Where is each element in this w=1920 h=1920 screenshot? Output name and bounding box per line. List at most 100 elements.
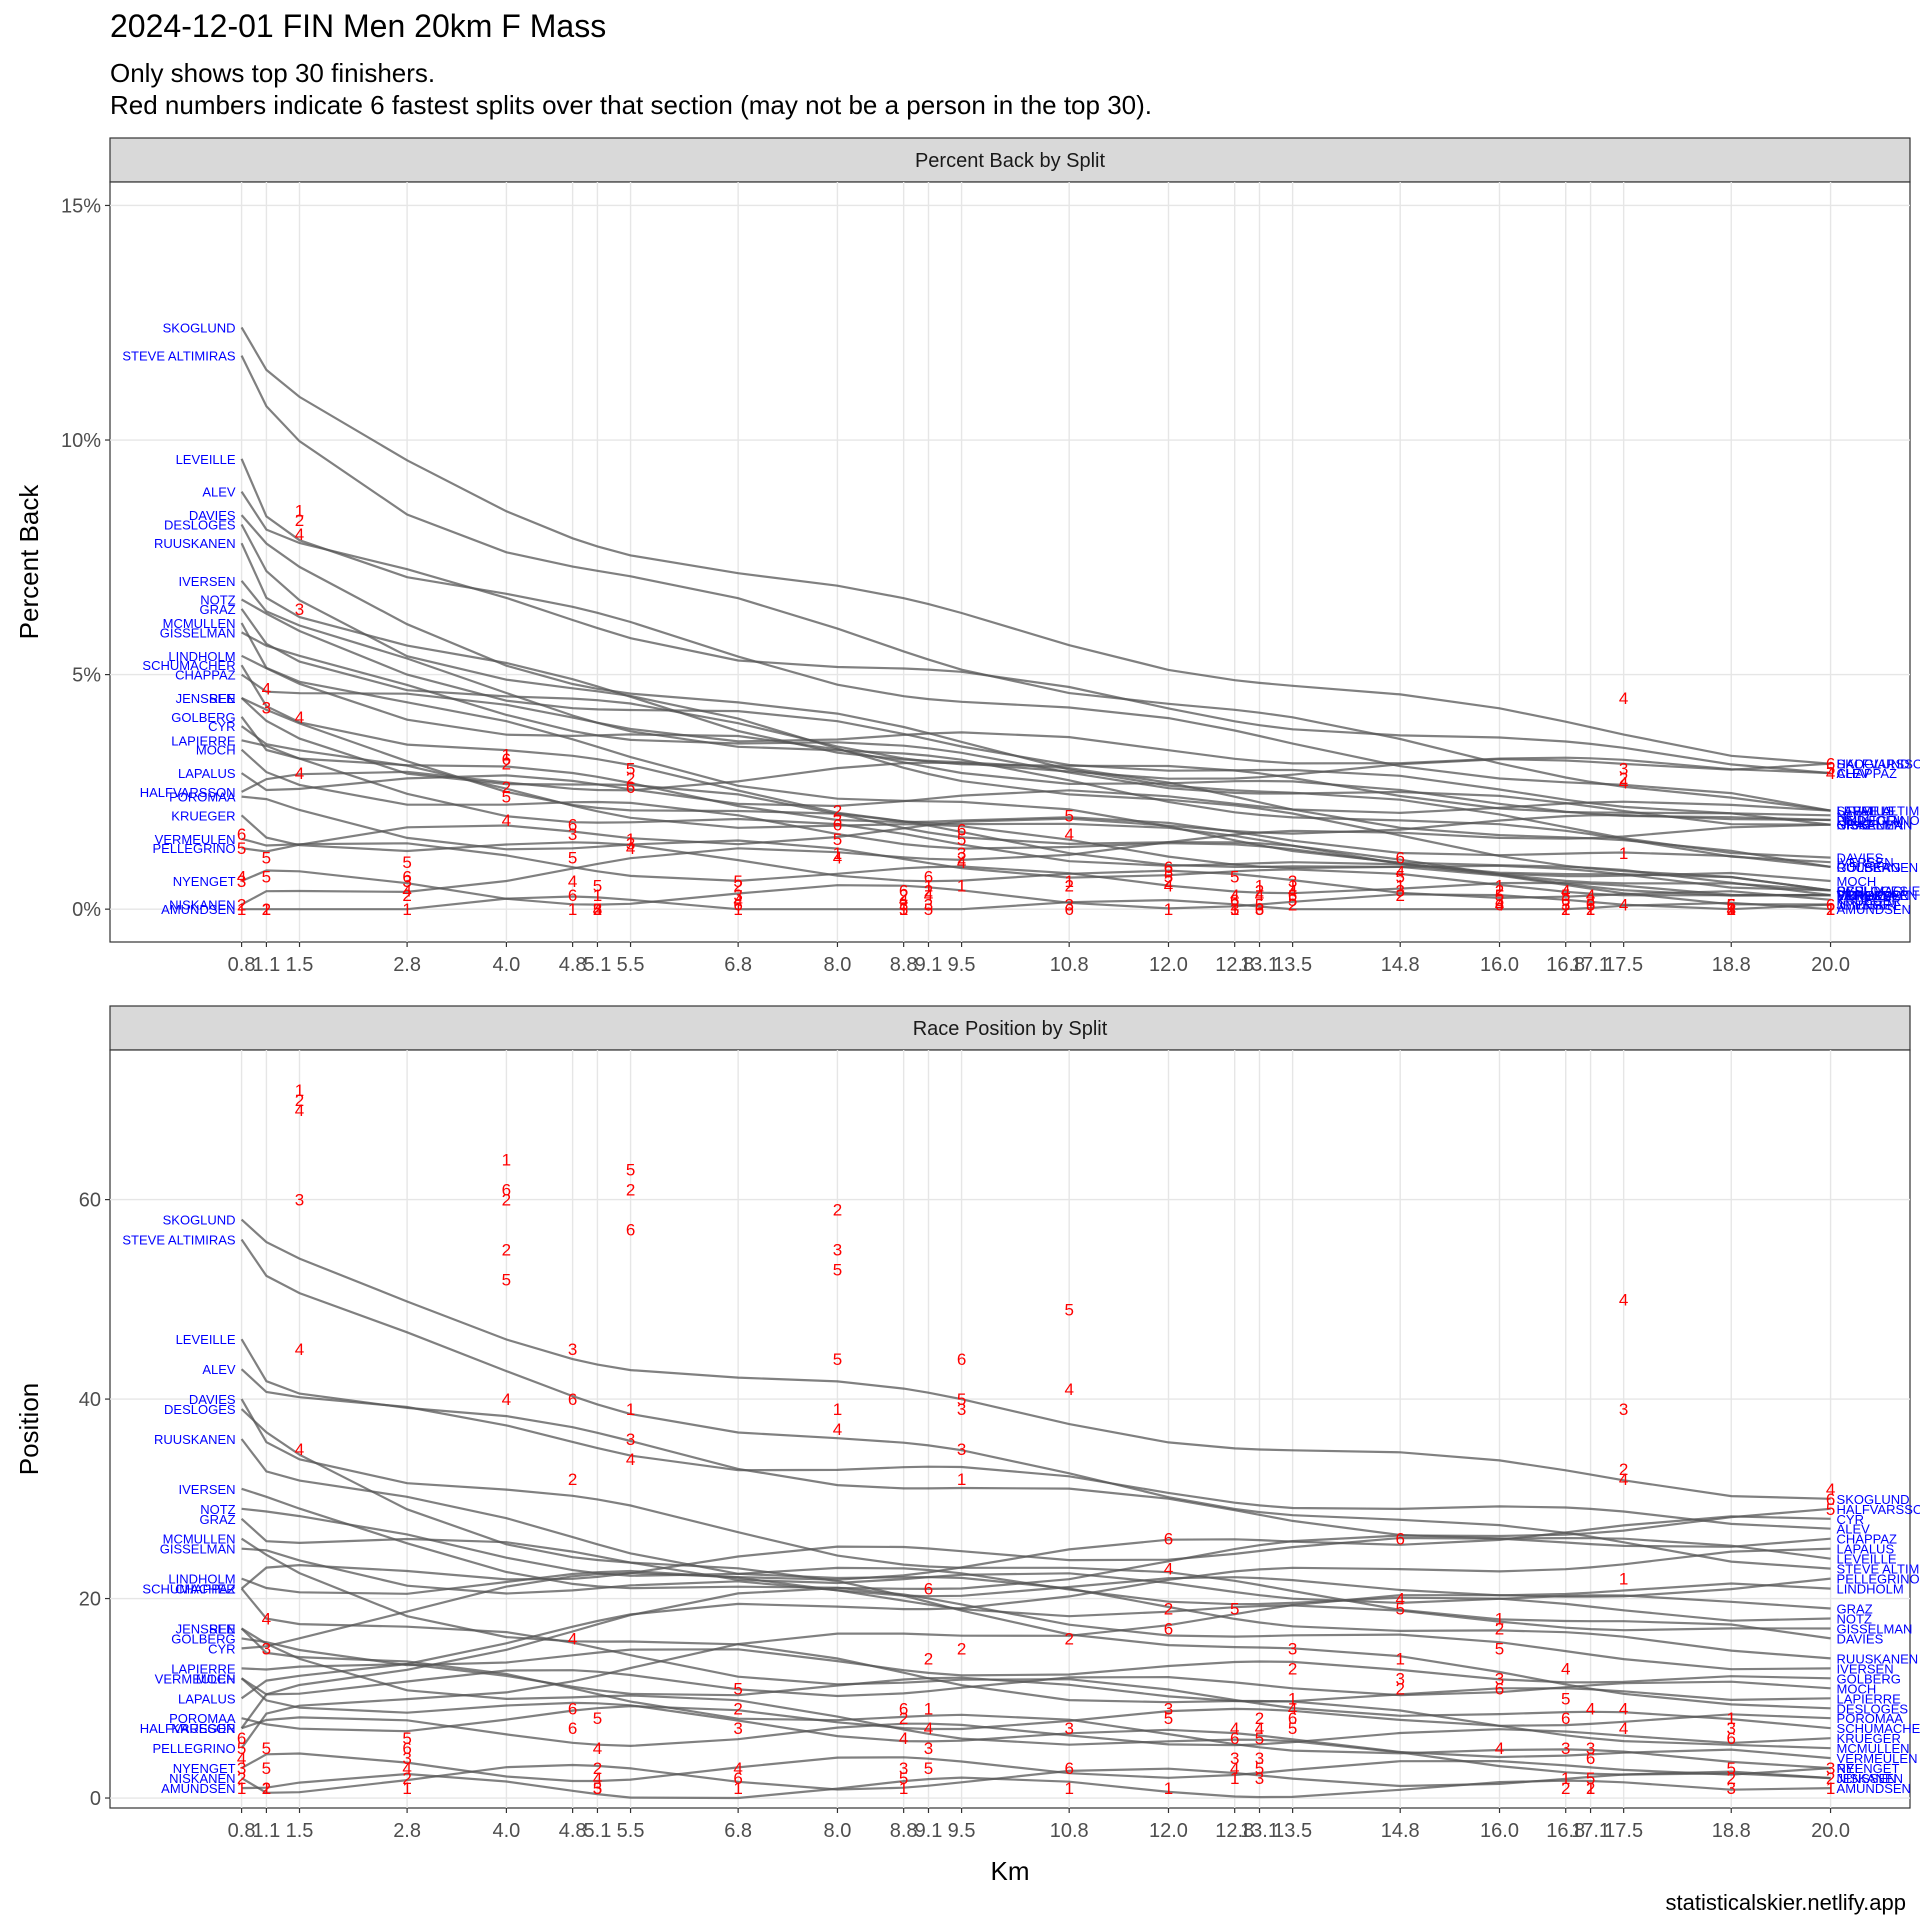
rank-label: 5 bbox=[1826, 1500, 1835, 1519]
x-tick-label: 13.5 bbox=[1273, 1820, 1312, 1842]
athlete-start-label: LINDHOLM bbox=[168, 1572, 235, 1587]
athlete-end-label: DAVIES bbox=[1837, 1631, 1884, 1646]
rank-label: 4 bbox=[237, 1749, 246, 1768]
x-tick-label: 9.5 bbox=[948, 1820, 976, 1842]
rank-label: 1 bbox=[1230, 900, 1239, 919]
rank-label: 5 bbox=[1495, 886, 1504, 905]
y-axis-title: Percent Back bbox=[14, 484, 44, 640]
rank-label: 4 bbox=[295, 525, 304, 544]
rank-label: 2 bbox=[237, 1769, 246, 1788]
rank-label: 2 bbox=[1561, 1779, 1570, 1798]
rank-label: 6 bbox=[568, 1719, 577, 1738]
athlete-line bbox=[241, 654, 1831, 822]
athlete-end-label: CYR bbox=[1837, 883, 1864, 898]
rank-label: 1 bbox=[593, 886, 602, 905]
rank-label: 4 bbox=[1495, 1739, 1504, 1758]
rank-label: 3 bbox=[626, 1430, 635, 1449]
rank-label: 1 bbox=[626, 1400, 635, 1419]
rank-label: 2 bbox=[1164, 1600, 1173, 1619]
x-tick-label: 8.8 bbox=[890, 1820, 918, 1842]
rank-label: 4 bbox=[924, 886, 933, 905]
rank-label: 1 bbox=[924, 877, 933, 896]
rank-label: 5 bbox=[733, 872, 742, 891]
athlete-end-label: LAPALUS bbox=[1837, 804, 1895, 819]
athlete-start-label: RUUSKANEN bbox=[154, 536, 236, 551]
rank-label: 6 bbox=[402, 1739, 411, 1758]
rank-label: 5 bbox=[593, 900, 602, 919]
rank-label: 5 bbox=[1561, 1689, 1570, 1708]
athlete-end-label: LAPIERRE bbox=[1837, 1691, 1902, 1706]
rank-label: 6 bbox=[957, 1350, 966, 1369]
x-tick-label: 6.8 bbox=[724, 954, 752, 976]
athlete-line bbox=[241, 758, 1831, 793]
athlete-start-label: PELLEGRINO bbox=[152, 841, 235, 856]
rank-label: 5 bbox=[262, 1759, 271, 1778]
athlete-end-label: ALEV bbox=[1837, 1522, 1871, 1537]
rank-label: 3 bbox=[1727, 1779, 1736, 1798]
rank-label: 1 bbox=[237, 1779, 246, 1798]
athlete-start-label: DESLOGES bbox=[164, 517, 236, 532]
rank-label: 1 bbox=[1288, 1689, 1297, 1708]
athlete-line bbox=[240, 673, 1831, 775]
x-tick-label: 17.5 bbox=[1604, 1820, 1643, 1842]
rank-label: 2 bbox=[295, 511, 304, 530]
athlete-end-label: POROMAA bbox=[1837, 888, 1904, 903]
rank-label: 5 bbox=[1727, 895, 1736, 914]
x-tick-label: 5.1 bbox=[584, 1820, 612, 1842]
rank-label: 5 bbox=[502, 1270, 511, 1289]
athlete-end-label: REE bbox=[1837, 883, 1864, 898]
rank-label: 4 bbox=[1561, 1659, 1570, 1678]
athlete-end-label: SCHUMACHER bbox=[1837, 1721, 1920, 1736]
rank-label: 6 bbox=[1230, 891, 1239, 910]
rank-label: 3 bbox=[833, 1240, 842, 1259]
athlete-line bbox=[240, 514, 1831, 859]
rank-label: 3 bbox=[262, 1639, 271, 1658]
athlete-line bbox=[240, 814, 1831, 901]
y-tick-label: 20 bbox=[79, 1589, 101, 1611]
rank-label: 2 bbox=[1727, 1769, 1736, 1788]
rank-label: 2 bbox=[593, 900, 602, 919]
rank-label: 2 bbox=[957, 1639, 966, 1658]
rank-label: 2 bbox=[1495, 881, 1504, 900]
rank-label: 5 bbox=[626, 759, 635, 778]
rank-label: 1 bbox=[1561, 900, 1570, 919]
x-tick-label: 0.8 bbox=[228, 1820, 256, 1842]
athlete-start-label: JENSSEN bbox=[176, 1621, 236, 1636]
rank-label: 6 bbox=[924, 1580, 933, 1599]
rank-label: 6 bbox=[1586, 1749, 1595, 1768]
athlete-end-label: HALFVARSSON bbox=[1837, 1502, 1920, 1517]
rank-label: 5 bbox=[1727, 1759, 1736, 1778]
athlete-end-label: STEVE ALTIMIRAS bbox=[1837, 804, 1920, 819]
athlete-line bbox=[240, 622, 1831, 897]
rank-label: 5 bbox=[833, 1260, 842, 1279]
rank-label: 6 bbox=[568, 1390, 577, 1409]
rank-label: 4 bbox=[1288, 1699, 1297, 1718]
athlete-end-label: KRUEGER bbox=[1837, 1731, 1901, 1746]
rank-label: 3 bbox=[295, 600, 304, 619]
y-tick-label: 0 bbox=[90, 1788, 101, 1810]
rank-label: 6 bbox=[1230, 1729, 1239, 1748]
rank-label: 2 bbox=[733, 877, 742, 896]
athlete-start-label: REE bbox=[209, 691, 236, 706]
athlete-end-label: LINDHOLM bbox=[1837, 813, 1904, 828]
rank-label: 2 bbox=[1395, 886, 1404, 905]
athlete-line bbox=[241, 1547, 1831, 1632]
rank-label: 2 bbox=[402, 886, 411, 905]
rank-label: 6 bbox=[626, 778, 635, 797]
rank-label: 3 bbox=[899, 1759, 908, 1778]
athlete-line bbox=[241, 823, 1831, 906]
y-tick-label: 40 bbox=[79, 1389, 101, 1411]
rank-label: 1 bbox=[1727, 900, 1736, 919]
rank-label: 5 bbox=[1561, 886, 1570, 905]
x-tick-label: 12.8 bbox=[1215, 1820, 1254, 1842]
rank-label: 2 bbox=[237, 895, 246, 914]
rank-label: 3 bbox=[957, 1400, 966, 1419]
athlete-start-label: HALFVARSSON bbox=[140, 1721, 236, 1736]
athlete-end-label: MOCH bbox=[1837, 874, 1877, 889]
athlete-end-label: REE bbox=[1837, 1761, 1864, 1776]
rank-label: 2 bbox=[957, 849, 966, 868]
athlete-line bbox=[240, 1536, 1831, 1590]
rank-label: 6 bbox=[626, 1221, 635, 1240]
rank-label: 5 bbox=[593, 1709, 602, 1728]
athlete-start-label: DAVIES bbox=[189, 508, 236, 523]
